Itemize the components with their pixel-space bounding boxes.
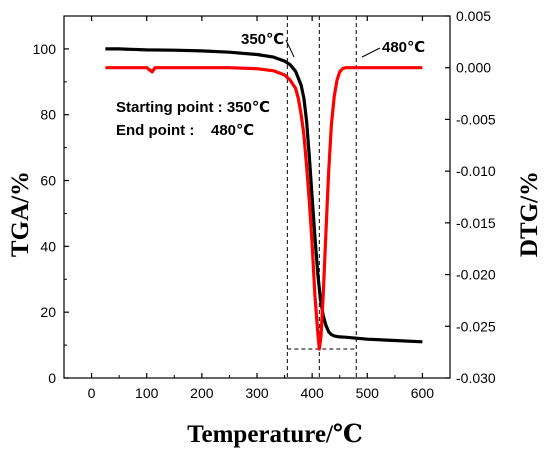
y-right-tick-label--0.025: -0.025 xyxy=(456,318,496,334)
end-point-text: End point : 480℃ xyxy=(116,122,254,139)
y-right-tick-label--0.030: -0.030 xyxy=(456,370,496,386)
y-right-tick-label--0.005: -0.005 xyxy=(456,111,496,127)
x-tick-label-300: 300 xyxy=(245,385,269,401)
x-tick-label-0: 0 xyxy=(88,385,96,401)
dtg-series-line xyxy=(105,66,423,351)
y-left-tick-label-20: 20 xyxy=(40,304,56,320)
annotation-350: 350℃ xyxy=(241,31,284,48)
x-tick-label-500: 500 xyxy=(356,385,380,401)
y-axis-left-label: TGA/% xyxy=(7,171,34,257)
axes-layer: 0 100 200 300 400 500 600 0 20 40 60 80 100 0.005 0.00… xyxy=(33,8,496,401)
x-tick-label-400: 400 xyxy=(300,385,324,401)
y-left-tick-label-60: 60 xyxy=(40,173,56,189)
x-tick-label-200: 200 xyxy=(190,385,214,401)
annotation-480: 480℃ xyxy=(382,39,425,56)
x-axis-label: Temperature/℃ xyxy=(187,421,363,448)
annotation-350-leader xyxy=(285,39,295,58)
y-left-tick-label-40: 40 xyxy=(40,238,56,254)
y-right-tick-label--0.010: -0.010 xyxy=(456,163,496,179)
x-tick-label-100: 100 xyxy=(135,385,159,401)
tga-series-line xyxy=(105,47,423,344)
text-layer: Temperature/℃ TGA/% DTG/% 350℃ 480℃ Star… xyxy=(7,31,543,448)
y-right-tick-label-0.005: 0.005 xyxy=(456,8,491,24)
y-right-tick-label--0.020: -0.020 xyxy=(456,267,496,283)
annotation-480-leader xyxy=(361,47,381,58)
y-right-tick-label-0.000: 0.000 xyxy=(456,60,491,76)
y-axis-right-label: DTG/% xyxy=(516,171,543,257)
plot-layer xyxy=(105,16,423,378)
y-left-tick-label-100: 100 xyxy=(33,41,57,57)
y-right-tick-label--0.015: -0.015 xyxy=(456,215,496,231)
starting-point-text: Starting point : 350℃ xyxy=(116,99,270,116)
y-left-tick-label-80: 80 xyxy=(40,107,56,123)
x-tick-label-600: 600 xyxy=(411,385,435,401)
y-left-tick-label-0: 0 xyxy=(48,370,56,386)
